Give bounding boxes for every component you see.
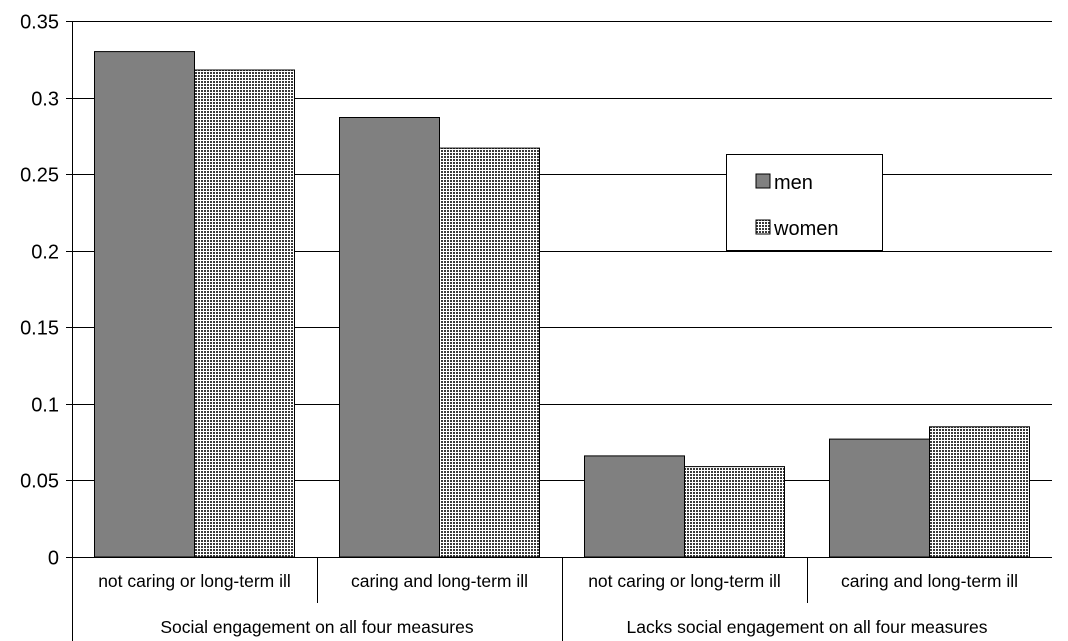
y-tick-label: 0.1 [31,395,59,417]
legend: men women [726,154,883,251]
legend-swatch-men [755,173,771,189]
x-group-label: Lacks social engagement on all four meas… [627,617,988,637]
bar-men-1 [339,117,440,558]
legend-label-women: women [773,218,838,240]
x-axis-labels: not caring or long-term ill caring and lo… [98,571,1018,637]
x-category-label: caring and long-term ill [841,571,1018,591]
axes [72,21,1052,641]
legend-box [726,154,883,251]
x-category-label: not caring or long-term ill [98,571,291,591]
y-axis-ticks: 0 0.05 0.1 0.15 0.2 0.25 0.3 0.35 [20,12,72,570]
bar-women-2 [684,466,785,558]
bar-women-3 [929,426,1030,558]
y-tick-label: 0.35 [20,12,59,34]
y-tick-label: 0.3 [31,89,59,111]
bar-men-3 [829,438,930,558]
y-tick-label: 0.2 [31,242,59,264]
bars [94,51,1030,558]
y-tick-label: 0.25 [20,165,59,187]
y-tick-label: 0.05 [20,471,59,493]
x-category-label: not caring or long-term ill [588,571,781,591]
x-group-label: Social engagement on all four measures [160,617,473,637]
bar-women-0 [194,69,295,558]
bar-women-1 [439,147,540,558]
y-tick-label: 0.15 [20,318,59,340]
legend-swatch-women [755,219,771,235]
x-category-label: caring and long-term ill [351,571,528,591]
bar-men-2 [584,455,685,558]
legend-label-men: men [774,172,813,194]
y-tick-label: 0 [48,548,59,570]
bar-men-0 [94,51,195,558]
